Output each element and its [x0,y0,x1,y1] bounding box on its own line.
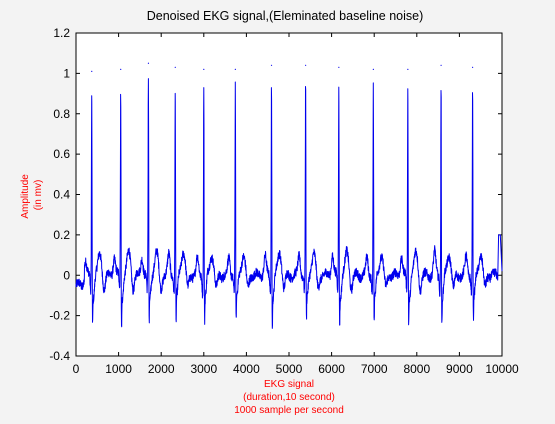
r-peak-point [407,68,409,70]
r-peak-point [174,66,176,68]
x-tick-label: 4000 [233,362,260,376]
signal-layer [75,62,503,329]
y-tick-label: 0 [63,268,70,282]
x-axis-label-line-3: 1000 sample per second [234,405,344,416]
r-peak-point [234,68,236,70]
r-peak-point [91,70,93,72]
x-tick-label: 8000 [403,362,430,376]
r-peak-point [372,68,374,70]
plot-area [75,32,503,357]
x-tick-label: 3000 [190,362,217,376]
y-axis-label-line-2: (in mv) [33,180,44,211]
y-tick-label: 0.8 [53,107,70,121]
x-tick-label: 9000 [446,362,473,376]
x-tick-label: 7000 [361,362,388,376]
x-axis-label-line-1: EKG signal [264,379,314,390]
y-tick-label: 0.6 [53,147,70,161]
x-tick-label: 10000 [485,362,519,376]
x-tick-label: 6000 [318,362,345,376]
x-tick-label: 1000 [105,362,132,376]
y-tick-label: 1.2 [53,26,70,40]
r-peak-point [270,64,273,66]
chart-title: Denoised EKG signal,(Eleminated baseline… [147,9,424,23]
x-tick-label: 2000 [148,362,175,376]
y-tick-label: 0.2 [53,228,70,242]
x-tick-label: 5000 [276,362,303,376]
ekg-signal-line [75,78,503,329]
x-tick-label: 0 [73,362,80,376]
r-peak-point [203,68,205,70]
y-tick-label: -0.4 [49,349,70,363]
y-axis-label: Amplitude (in mv) [20,171,44,218]
y-tick-label: -0.2 [49,309,70,323]
r-peak-point [305,64,307,66]
y-axis-label-line-1: Amplitude [20,174,31,219]
y-tick-label: 0.4 [53,188,70,202]
r-peak-point [472,66,474,68]
r-peak-point [338,66,340,68]
y-tick-label: 1 [63,66,70,80]
axis-ticks: 0 1000 2000 3000 4000 5000 6000 7000 8000 9000 100… [49,26,519,376]
r-peak-point [440,64,442,66]
r-peak-point [120,68,122,70]
x-axis-label-line-2: (duration,10 second) [243,392,335,403]
r-peak-point [147,62,150,64]
